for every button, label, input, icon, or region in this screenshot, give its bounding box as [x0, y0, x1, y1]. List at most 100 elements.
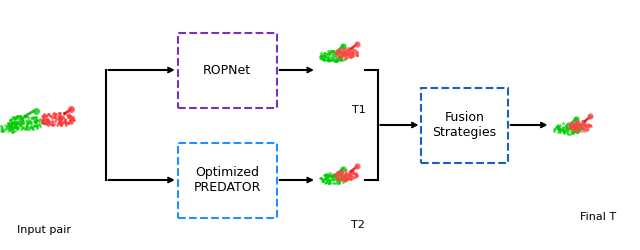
- Point: [319, 173, 329, 177]
- Point: [332, 179, 342, 183]
- FancyArrowPatch shape: [511, 123, 545, 127]
- Point: [323, 181, 333, 185]
- Point: [566, 123, 577, 127]
- Point: [5, 128, 15, 132]
- Point: [337, 172, 347, 175]
- Point: [319, 54, 330, 58]
- Point: [328, 56, 338, 60]
- Point: [329, 57, 339, 61]
- Point: [347, 52, 357, 56]
- Point: [66, 114, 76, 118]
- Point: [351, 174, 362, 178]
- Point: [565, 125, 575, 129]
- Point: [570, 125, 580, 129]
- Point: [35, 124, 45, 128]
- Point: [351, 171, 361, 175]
- Point: [58, 120, 68, 124]
- Point: [571, 125, 581, 129]
- Point: [330, 59, 340, 63]
- Point: [566, 128, 576, 132]
- Point: [326, 49, 337, 53]
- Point: [12, 114, 22, 118]
- Point: [10, 123, 20, 127]
- Point: [332, 58, 342, 62]
- Point: [340, 171, 351, 175]
- Point: [330, 172, 340, 176]
- Point: [337, 178, 347, 182]
- Point: [24, 125, 35, 129]
- Point: [344, 55, 355, 59]
- Point: [331, 177, 341, 181]
- Point: [321, 173, 331, 177]
- Point: [325, 49, 335, 53]
- Point: [557, 126, 568, 130]
- Point: [54, 111, 65, 115]
- Point: [13, 126, 24, 130]
- Point: [565, 122, 575, 126]
- Point: [13, 120, 24, 124]
- Point: [339, 50, 349, 54]
- Point: [3, 124, 13, 128]
- Point: [575, 122, 586, 126]
- Point: [340, 52, 350, 56]
- Point: [554, 127, 564, 131]
- Point: [50, 115, 60, 119]
- Point: [346, 52, 356, 56]
- Point: [582, 128, 592, 132]
- Point: [326, 174, 336, 178]
- Point: [559, 129, 569, 133]
- Point: [344, 173, 354, 177]
- Point: [333, 178, 344, 182]
- Point: [333, 170, 343, 174]
- Point: [569, 128, 579, 132]
- Point: [52, 123, 62, 127]
- Point: [344, 174, 354, 178]
- Point: [54, 111, 64, 115]
- Point: [573, 129, 583, 133]
- Point: [333, 172, 343, 176]
- Point: [344, 174, 355, 178]
- Point: [67, 120, 77, 124]
- Point: [339, 178, 349, 182]
- Point: [335, 176, 345, 180]
- Point: [39, 112, 49, 116]
- Point: [325, 181, 335, 185]
- Point: [573, 127, 584, 131]
- Point: [550, 127, 561, 131]
- Point: [24, 127, 34, 131]
- Point: [340, 55, 351, 59]
- Point: [347, 54, 357, 58]
- Point: [11, 120, 21, 124]
- Point: [338, 180, 348, 184]
- Text: T2: T2: [351, 220, 365, 230]
- Point: [337, 173, 348, 177]
- Point: [321, 58, 332, 62]
- Point: [338, 177, 348, 181]
- Point: [26, 116, 36, 120]
- Point: [49, 114, 59, 118]
- Point: [335, 172, 346, 176]
- Point: [37, 120, 47, 124]
- Point: [330, 175, 340, 179]
- Point: [314, 54, 324, 58]
- Point: [571, 128, 581, 132]
- Point: [323, 57, 333, 61]
- Point: [336, 49, 346, 53]
- Point: [555, 127, 565, 131]
- Point: [331, 58, 341, 62]
- Point: [567, 123, 577, 127]
- Point: [558, 125, 568, 129]
- Point: [330, 54, 340, 58]
- Point: [566, 126, 577, 130]
- Point: [39, 116, 49, 119]
- Point: [335, 49, 346, 53]
- Point: [559, 129, 569, 133]
- Point: [348, 52, 358, 56]
- Point: [572, 120, 582, 124]
- Point: [60, 117, 70, 121]
- Point: [331, 50, 341, 54]
- Point: [563, 124, 573, 128]
- Point: [565, 126, 575, 130]
- Point: [44, 112, 54, 116]
- Point: [6, 124, 17, 128]
